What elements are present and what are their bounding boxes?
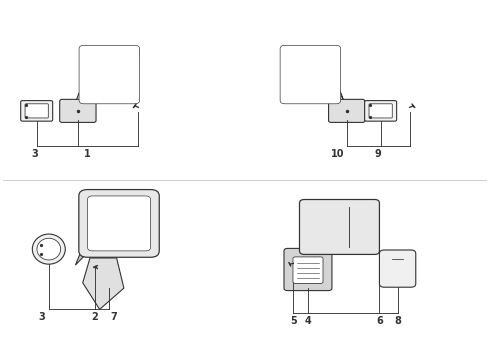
Polygon shape: [326, 55, 349, 114]
Text: 8: 8: [394, 316, 401, 326]
FancyBboxPatch shape: [284, 248, 332, 291]
FancyBboxPatch shape: [21, 100, 53, 121]
Polygon shape: [83, 258, 124, 309]
Text: 2: 2: [92, 312, 98, 322]
Text: 9: 9: [375, 149, 382, 159]
FancyBboxPatch shape: [88, 196, 150, 251]
Text: 3: 3: [38, 312, 45, 322]
FancyBboxPatch shape: [299, 199, 379, 255]
FancyBboxPatch shape: [280, 45, 341, 104]
Text: 5: 5: [290, 316, 297, 326]
FancyBboxPatch shape: [365, 100, 396, 121]
FancyBboxPatch shape: [25, 104, 49, 118]
FancyBboxPatch shape: [369, 104, 392, 118]
FancyBboxPatch shape: [379, 250, 416, 287]
FancyBboxPatch shape: [329, 99, 365, 122]
FancyBboxPatch shape: [293, 257, 323, 283]
Text: 7: 7: [111, 312, 118, 322]
Text: 1: 1: [84, 149, 91, 159]
Text: 6: 6: [376, 316, 383, 326]
Polygon shape: [81, 47, 139, 102]
Polygon shape: [75, 202, 104, 265]
FancyBboxPatch shape: [60, 99, 96, 122]
FancyBboxPatch shape: [79, 45, 140, 104]
Ellipse shape: [37, 238, 61, 260]
FancyBboxPatch shape: [79, 190, 159, 257]
Text: 10: 10: [331, 149, 345, 159]
Polygon shape: [283, 47, 338, 102]
Ellipse shape: [32, 234, 65, 264]
Text: 3: 3: [31, 149, 38, 159]
Polygon shape: [71, 55, 94, 114]
Text: 4: 4: [305, 316, 311, 326]
